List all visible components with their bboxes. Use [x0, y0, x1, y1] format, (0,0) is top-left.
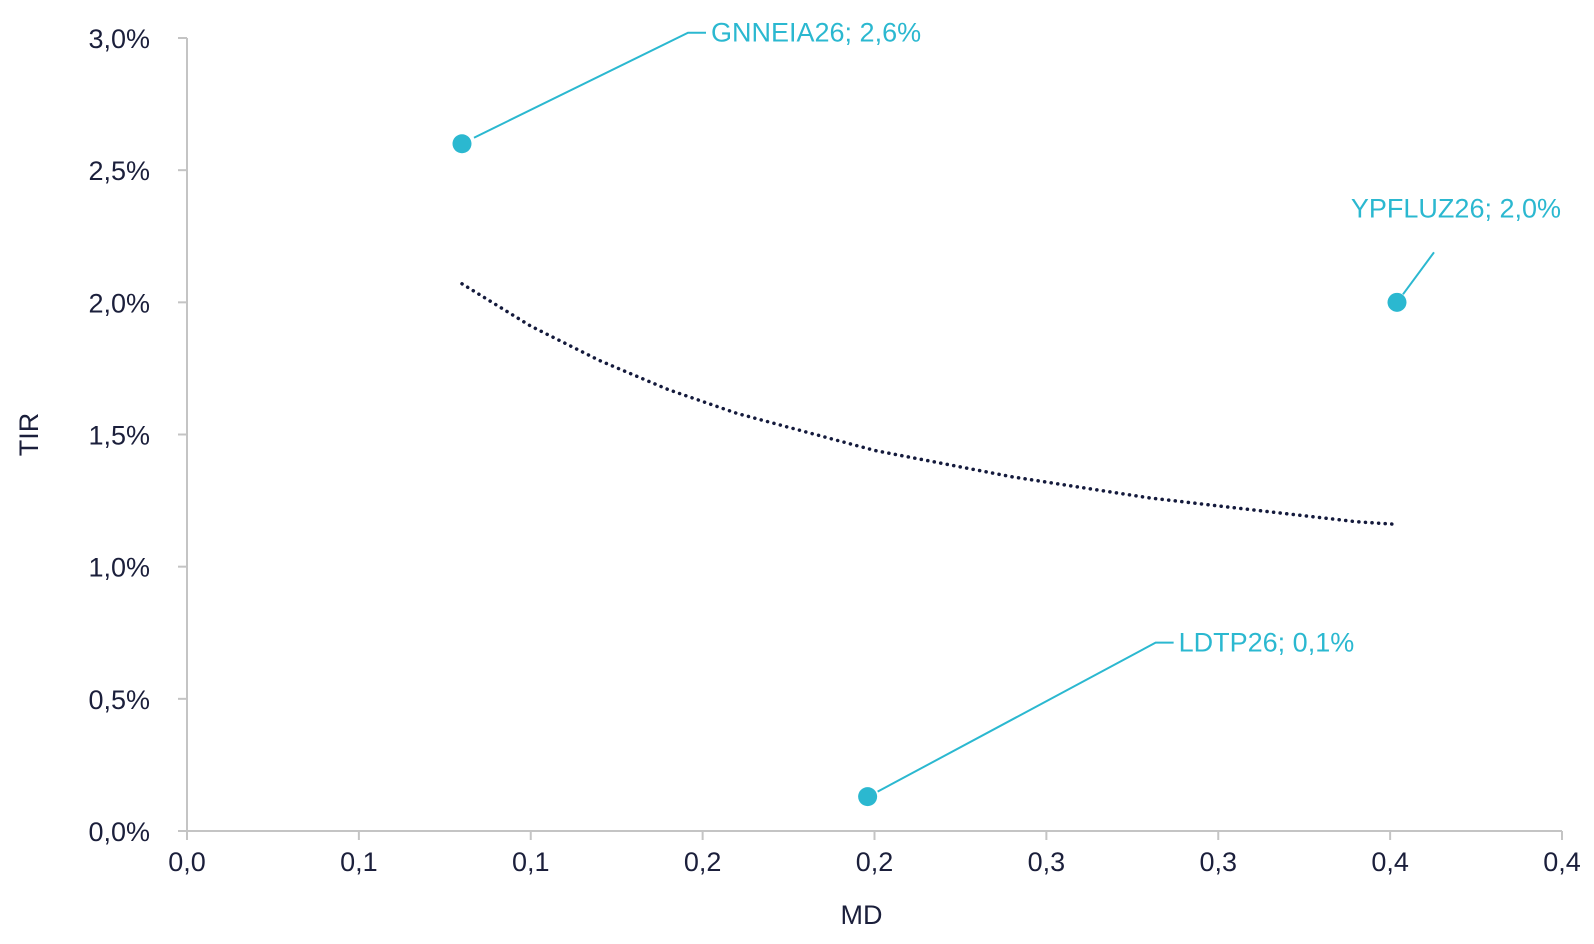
data-point [452, 134, 472, 154]
data-point [1387, 292, 1407, 312]
y-tick-label: 1,0% [88, 553, 150, 583]
y-tick-label: 0,5% [88, 685, 150, 715]
x-tick-label: 0,0 [168, 847, 206, 877]
point-label: LDTP26; 0,1% [1179, 628, 1355, 658]
y-tick-label: 0,0% [88, 817, 150, 847]
x-tick-label: 0,3 [1199, 847, 1237, 877]
leader-line-layer [473, 31, 1435, 793]
x-tick-label: 0,2 [684, 847, 722, 877]
point-label: YPFLUZ26; 2,0% [1351, 193, 1561, 223]
x-tick-label: 0,2 [856, 847, 894, 877]
points-layer [452, 134, 1407, 807]
leader-line [473, 31, 706, 139]
trendline-layer [460, 282, 1399, 527]
y-tick-label: 2,0% [88, 288, 150, 318]
x-axis-title: MD [841, 900, 883, 930]
axes [186, 38, 1562, 832]
x-tick-label: 0,4 [1371, 847, 1409, 877]
x-tick-label: 0,1 [340, 847, 378, 877]
data-point [858, 787, 878, 807]
x-tick-label: 0,4 [1543, 847, 1581, 877]
y-tick-label: 1,5% [88, 421, 150, 451]
y-axis-title: TIR [14, 413, 44, 457]
y-tick-label: 3,0% [88, 24, 150, 54]
trendline [460, 282, 1399, 527]
leader-line [877, 641, 1174, 793]
y-tick-label: 2,5% [88, 156, 150, 186]
leader-line [1402, 251, 1435, 295]
x-tick-label: 0,3 [1028, 847, 1066, 877]
x-tick-label: 0,1 [512, 847, 550, 877]
point-labels-layer: GNNEIA26; 2,6% LDTP26; 0,1% YPFLUZ26; 2,0% [711, 18, 1561, 658]
point-label: GNNEIA26; 2,6% [711, 18, 921, 48]
tick-layer: 0,0% 0,5% 1,0% 1,5% 2,0% 2,5% 3,0% 0,0 0,1 0,1 0,2… [88, 24, 1580, 877]
